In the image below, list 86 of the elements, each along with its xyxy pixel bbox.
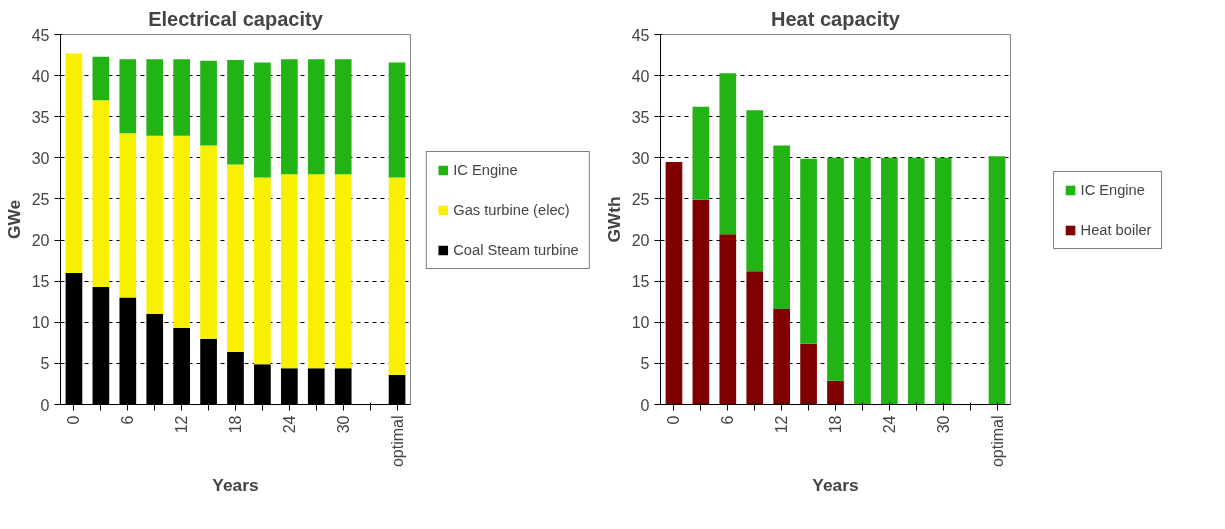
bar: [388, 62, 406, 178]
bar: [334, 59, 352, 175]
x-tick-label: 30: [334, 415, 352, 434]
y-tick-label: 5: [640, 355, 650, 373]
bar: [827, 380, 844, 405]
x-tick-label: 24: [880, 415, 898, 434]
bar: [281, 174, 298, 369]
bar: [800, 343, 817, 405]
bar: [146, 135, 164, 315]
legend-label: Heat boiler: [1080, 222, 1152, 238]
bar: [307, 59, 325, 175]
bar: [227, 164, 244, 352]
bar: [800, 158, 817, 344]
y-tick-label: 35: [631, 108, 650, 126]
x-tick-label: 18: [227, 415, 244, 434]
bar: [65, 53, 83, 273]
legend-label: Coal Steam turbine: [453, 242, 579, 258]
bar: [200, 60, 217, 146]
bar: [254, 62, 271, 178]
bar: [334, 174, 352, 369]
bar: [907, 157, 925, 405]
x-tick-label: 30: [934, 415, 952, 434]
bar: [827, 157, 844, 381]
x-tick-label: optimal: [988, 415, 1006, 468]
y-tick-label: 15: [631, 273, 650, 291]
bar: [92, 56, 110, 101]
y-tick-label: 10: [631, 314, 650, 332]
legend-label: Gas turbine (elec): [453, 202, 570, 218]
y-axis-title: GWe: [3, 199, 24, 240]
bar: [692, 106, 710, 200]
x-tick-label: 12: [773, 415, 791, 434]
y-tick-label: 45: [631, 26, 650, 44]
x-tick-label: 6: [719, 415, 737, 425]
y-tick-label: 35: [31, 108, 50, 126]
bar: [692, 199, 710, 405]
bar: [92, 100, 110, 287]
bar: [665, 161, 683, 405]
y-tick-label: 30: [631, 149, 650, 167]
bar: [146, 59, 164, 136]
y-axis-title: GWth: [603, 196, 624, 243]
y-tick-label: 20: [631, 232, 650, 250]
y-tick-label: 40: [631, 67, 650, 85]
y-tick-label: 25: [31, 190, 50, 208]
x-tick-label: 6: [119, 415, 137, 425]
bar: [281, 59, 298, 175]
y-tick-label: 20: [31, 232, 50, 250]
chart-title: Electrical capacity: [148, 7, 324, 30]
bar: [773, 309, 790, 405]
bar: [254, 177, 271, 365]
bar: [119, 59, 137, 134]
x-tick-label: optimal: [388, 415, 406, 468]
legend-label: IC Engine: [1080, 182, 1145, 198]
y-tick-label: 40: [31, 67, 50, 85]
x-tick-label: 0: [665, 415, 683, 425]
y-tick-label: 5: [40, 355, 50, 373]
bar: [854, 157, 871, 405]
x-tick-label: 12: [173, 415, 191, 434]
y-tick-label: 45: [31, 26, 50, 44]
y-tick-label: 30: [31, 149, 50, 167]
bar: [307, 174, 325, 369]
y-tick-label: 15: [31, 273, 50, 291]
bar: [773, 145, 790, 310]
bar: [200, 145, 217, 339]
bar: [746, 110, 764, 272]
bar: [173, 135, 190, 329]
legend-label: IC Engine: [453, 162, 518, 178]
bar: [719, 234, 737, 405]
x-tick-label: 18: [827, 415, 844, 434]
bar: [719, 73, 737, 235]
bar: [227, 59, 244, 165]
y-tick-label: 25: [631, 190, 650, 208]
chart-title: Heat capacity: [771, 7, 901, 30]
x-tick-label: 0: [65, 415, 83, 425]
y-tick-label: 10: [31, 314, 50, 332]
x-tick-label: 24: [280, 415, 298, 434]
bar: [746, 271, 764, 405]
bar: [934, 157, 952, 405]
bar: [119, 133, 137, 298]
y-tick-label: 0: [640, 396, 650, 414]
x-axis-title: Years: [212, 475, 259, 496]
x-axis-title: Years: [812, 475, 859, 496]
bar: [173, 59, 190, 136]
bar: [388, 177, 406, 375]
bar: [881, 157, 898, 405]
bar: [988, 156, 1006, 405]
y-tick-label: 0: [40, 396, 50, 414]
